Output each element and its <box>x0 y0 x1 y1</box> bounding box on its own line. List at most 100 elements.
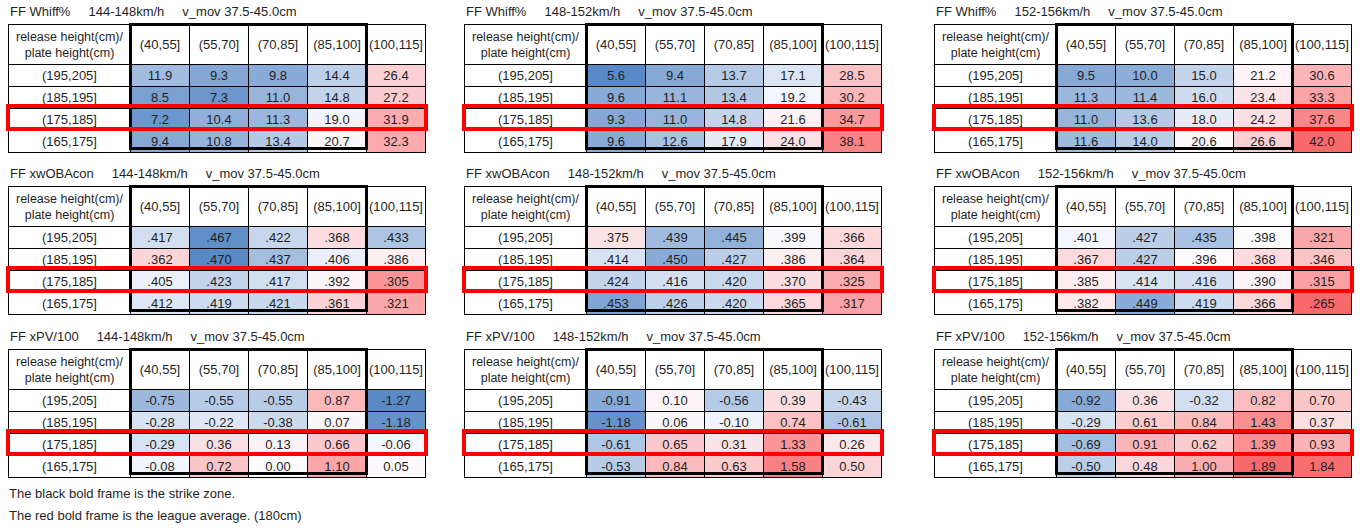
table-row: (185,195].414.450.427.386.364 <box>465 249 882 271</box>
heatmap-cell: .420 <box>705 293 764 315</box>
heatmap-cell: -0.56 <box>705 390 764 412</box>
heatmap-cell: .445 <box>705 227 764 249</box>
heatmap-cell: .396 <box>1175 249 1234 271</box>
heatmap-cell: -0.50 <box>1057 456 1116 478</box>
corner-label-line: release height(cm)/ <box>465 29 586 45</box>
heatmap-cell: 7.2 <box>131 109 190 131</box>
heatmap-cell: 11.3 <box>249 109 308 131</box>
row-label: (195,205] <box>9 227 131 249</box>
heatmap-cell: 17.9 <box>705 131 764 153</box>
corner-label-line: plate height(cm) <box>465 207 586 223</box>
table-title-vmov: v_mov 37.5-45.0cm <box>647 329 761 344</box>
header-row: release height(cm)/plate height(cm)(40,5… <box>935 350 1352 390</box>
heatmap-cell: .426 <box>646 293 705 315</box>
heatmap-cell: .433 <box>367 227 426 249</box>
table-row: (175,185]-0.610.650.311.330.26 <box>465 434 882 456</box>
heatmap-cell: .414 <box>587 249 646 271</box>
heatmap-cell: 11.6 <box>1057 131 1116 153</box>
heatmap-cell: 13.7 <box>705 65 764 87</box>
table-title: FF Whiff%148-152km/hv_mov 37.5-45.0cm <box>464 4 884 21</box>
corner-label-line: release height(cm)/ <box>9 191 130 207</box>
heatmap-cell: 34.7 <box>823 109 882 131</box>
table-row: (185,195]-0.290.610.841.430.37 <box>935 412 1352 434</box>
column-header: (55,70] <box>190 187 249 227</box>
corner-label-line: plate height(cm) <box>465 370 586 386</box>
table-row: (175,185]7.210.411.319.031.9 <box>9 109 426 131</box>
heatmap-cell: 0.37 <box>1293 412 1352 434</box>
table-title-vmov: v_mov 37.5-45.0cm <box>191 329 305 344</box>
heatmap-cell: .450 <box>646 249 705 271</box>
heatmap-cell: 11.9 <box>131 65 190 87</box>
corner-label-line: plate height(cm) <box>935 45 1056 61</box>
heatmap-cell: .362 <box>131 249 190 271</box>
table-title-speed: 148-152km/h <box>544 4 620 19</box>
corner-label-line: release height(cm)/ <box>935 29 1056 45</box>
heatmap-cell: 23.4 <box>1234 87 1293 109</box>
column-header: (85,100] <box>764 25 823 65</box>
heatmap-cell: 14.8 <box>705 109 764 131</box>
heatmap-cell: 30.6 <box>1293 65 1352 87</box>
column-header: (85,100] <box>764 350 823 390</box>
row-label: (165,175] <box>935 456 1057 478</box>
row-label: (185,195] <box>935 249 1057 271</box>
row-label: (165,175] <box>465 293 587 315</box>
heatmap-cell: .470 <box>190 249 249 271</box>
heatmap-cell: 0.31 <box>705 434 764 456</box>
footnote-league-average: The red bold frame is the league average… <box>9 505 302 527</box>
heatmap-cell: .364 <box>823 249 882 271</box>
table-title-speed: 152-156km/h <box>1023 329 1099 344</box>
heatmap-cell: .439 <box>646 227 705 249</box>
table-title: FF xPV/100148-152km/hv_mov 37.5-45.0cm <box>464 329 884 346</box>
row-label: (165,175] <box>9 131 131 153</box>
heatmap-table: release height(cm)/plate height(cm)(40,5… <box>8 24 426 153</box>
corner-label-line: release height(cm)/ <box>9 29 130 45</box>
heatmap-cell: 33.3 <box>1293 87 1352 109</box>
corner-label: release height(cm)/plate height(cm) <box>465 187 587 227</box>
column-header: (70,85] <box>249 187 308 227</box>
row-label: (185,195] <box>465 412 587 434</box>
heatmap-cell: -0.29 <box>1057 412 1116 434</box>
column-header: (100,115] <box>1293 25 1352 65</box>
corner-label: release height(cm)/plate height(cm) <box>9 350 131 390</box>
column-header: (70,85] <box>1175 25 1234 65</box>
row-label: (175,185] <box>9 271 131 293</box>
heatmap-cell: 0.13 <box>249 434 308 456</box>
heatmap-cell: 11.3 <box>1057 87 1116 109</box>
row-label: (175,185] <box>9 109 131 131</box>
corner-label: release height(cm)/plate height(cm) <box>935 350 1057 390</box>
row-label: (165,175] <box>9 293 131 315</box>
column-header: (55,70] <box>646 350 705 390</box>
corner-label-line: plate height(cm) <box>935 370 1056 386</box>
heatmap-cell: 9.8 <box>249 65 308 87</box>
heatmap-cell: -0.06 <box>367 434 426 456</box>
heatmap-cell: .405 <box>131 271 190 293</box>
row-label: (195,205] <box>9 390 131 412</box>
column-header: (85,100] <box>308 25 367 65</box>
table-row: (175,185]11.013.618.024.237.6 <box>935 109 1352 131</box>
heatmap-cell: .386 <box>367 249 426 271</box>
heatmap-group-9: FF xPV/100152-156km/hv_mov 37.5-45.0cmre… <box>934 329 1354 478</box>
heatmap-cell: 0.82 <box>1234 390 1293 412</box>
heatmap-cell: 15.0 <box>1175 65 1234 87</box>
table-title-speed: 152-156km/h <box>1014 4 1090 19</box>
heatmap-cell: 24.0 <box>764 131 823 153</box>
column-header: (85,100] <box>764 187 823 227</box>
column-header: (40,55] <box>1057 25 1116 65</box>
heatmap-cell: 9.6 <box>587 131 646 153</box>
heatmap-cell: .412 <box>131 293 190 315</box>
heatmap-cell: -0.61 <box>823 412 882 434</box>
heatmap-cell: .382 <box>1057 293 1116 315</box>
row-label: (195,205] <box>935 390 1057 412</box>
heatmap-cell: 0.39 <box>764 390 823 412</box>
column-header: (55,70] <box>190 25 249 65</box>
heatmap-cell: .453 <box>587 293 646 315</box>
heatmap-cell: -0.43 <box>823 390 882 412</box>
heatmap-cell: 19.2 <box>764 87 823 109</box>
heatmap-cell: 0.48 <box>1116 456 1175 478</box>
heatmap-cell: -0.22 <box>190 412 249 434</box>
table-row: (185,195].362.470.437.406.386 <box>9 249 426 271</box>
heatmap-cell: 20.7 <box>308 131 367 153</box>
heatmap-cell: 0.87 <box>308 390 367 412</box>
column-header: (40,55] <box>587 187 646 227</box>
table-row: (195,205]11.99.39.814.426.4 <box>9 65 426 87</box>
